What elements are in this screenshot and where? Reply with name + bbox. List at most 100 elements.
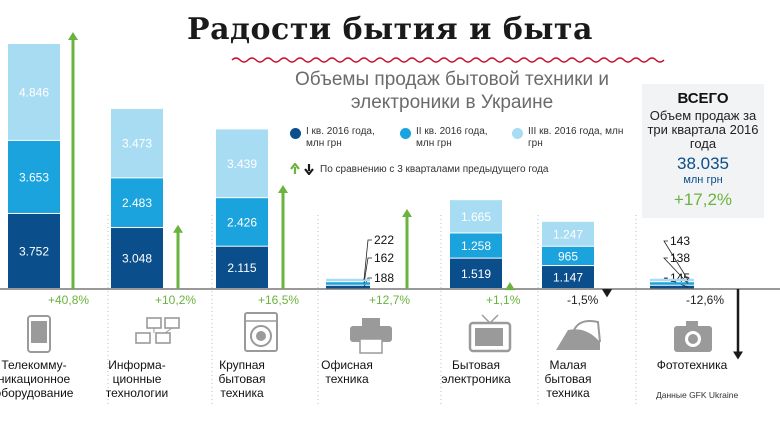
change-arrowhead-up: [68, 31, 78, 40]
legend-label-q1: I кв. 2016 года, млн грн: [306, 126, 375, 149]
printer-icon: [350, 318, 392, 354]
computer-network-icon-part: [135, 332, 151, 344]
computer-network-icon-part: [155, 332, 171, 344]
computer-network-icon-part: [164, 327, 173, 334]
category-label-line: Офисная: [321, 358, 373, 372]
category-label: Офисная техника: [292, 358, 402, 386]
printer-icon-part: [350, 326, 392, 342]
category-label: Малая бытовая техника: [513, 358, 623, 400]
category-label-line: Малая: [549, 358, 587, 372]
bar-segment-3: [450, 200, 502, 233]
category-label-line: электроника: [441, 372, 511, 386]
tv-icon-part: [468, 321, 512, 353]
computer-network-icon: [135, 317, 180, 344]
bar-value-label: 965: [558, 249, 578, 263]
total-title: ВСЕГО: [677, 90, 729, 107]
bar-segment-2: [8, 140, 60, 213]
bar-segment-3: [542, 221, 594, 246]
chart-title: Объемы продаж бытовой техники и электрон…: [294, 69, 610, 113]
change-percent-label: +40,8%: [48, 293, 90, 307]
category-label-line: техника: [546, 386, 590, 400]
bar-value-label: 143: [670, 234, 690, 248]
legend-change-note: По сравнению с 3 кварталами предыдущего …: [290, 163, 548, 175]
camera-icon-part: [686, 321, 698, 327]
camera-icon-part: [688, 334, 698, 344]
total-value: 38.035: [677, 154, 729, 173]
bar-value-label: 3.439: [227, 157, 257, 171]
source-note: Данные GFK Ukraine: [656, 390, 739, 400]
category-label: Фототехника: [637, 358, 747, 372]
bar-value-label: 188: [374, 271, 394, 285]
bar-value-label: 145: [670, 271, 690, 285]
legend-item-q3: III кв. 2016 года, млн грн: [512, 126, 638, 150]
bar-segment-3: [8, 43, 60, 140]
category-label: Информа-ционные технологии: [82, 358, 192, 400]
washing-machine-icon-part: [250, 325, 272, 347]
change-percent-label: +16,5%: [258, 293, 300, 307]
bar-segment-3: [111, 108, 163, 178]
category-label-line: бытовая: [218, 372, 266, 386]
mobile-phone-icon: [27, 315, 51, 353]
total-growth: +17,2%: [673, 190, 733, 209]
page-headline: Радости бытия и быта: [187, 12, 593, 47]
bar-value-label: 1.247: [553, 227, 583, 241]
category-label-line: Крупная: [219, 358, 265, 372]
category-label-line: Телекомму-: [1, 358, 67, 372]
bar-value-label: 222: [374, 233, 394, 247]
legend-swatch-q1: [290, 128, 301, 139]
category-label-line: технологии: [105, 386, 169, 400]
mobile-phone-icon-part: [27, 315, 51, 353]
change-arrowhead-up: [505, 282, 515, 291]
mobile-phone-icon-part: [31, 321, 47, 343]
legend-label-q3: III кв. 2016 года, млн грн: [528, 126, 624, 149]
change-percent-label: +12,7%: [369, 293, 411, 307]
category-label-line: Информа-: [108, 358, 166, 372]
washing-machine-icon-part: [244, 312, 278, 352]
tv-icon-part: [475, 328, 503, 346]
printer-icon-part: [362, 318, 380, 326]
bar-value-label: 2.426: [227, 215, 257, 229]
category-label-line: оборудование: [0, 386, 74, 400]
bar-segment-1: [111, 228, 163, 288]
change-percent-label: +1,1%: [486, 293, 521, 307]
category-label-line: бытовая: [544, 372, 592, 386]
category-label-line: Фототехника: [656, 358, 728, 372]
legend-label-q2: II кв. 2016 года, млн грн: [416, 126, 488, 149]
bar-segment-1: [450, 258, 502, 288]
total-unit: млн грн: [683, 174, 723, 186]
bar-segment-2: [216, 198, 268, 246]
leader-line: [663, 240, 689, 281]
tv-icon-part: [489, 314, 499, 324]
legend-item-q1: I кв. 2016 года, млн грн: [290, 126, 386, 150]
bar-segment-1: [542, 266, 594, 288]
printer-icon-part: [359, 338, 383, 354]
category-label: Крупная бытовая техника: [187, 358, 297, 400]
change-percent-label: +10,2%: [155, 293, 197, 307]
bar-value-label: 3.473: [122, 137, 152, 151]
leader-line: [663, 257, 689, 284]
bar-value-label: 2.483: [122, 196, 152, 210]
category-label: Телекомму-никационное оборудование: [0, 358, 89, 400]
change-arrowhead-up: [278, 185, 288, 194]
bar-value-label: 1.519: [461, 267, 491, 281]
up-down-arrows-icon: [290, 163, 314, 175]
change-arrowhead-down: [733, 351, 743, 360]
bar-value-label: 1.147: [553, 271, 583, 285]
leader-line: [363, 239, 372, 281]
tv-icon: [468, 314, 512, 353]
leader-line: [363, 257, 372, 284]
computer-network-icon-part: [164, 317, 180, 329]
title-underline-wave: [231, 57, 665, 63]
bar-segment-1: [216, 246, 268, 288]
washing-machine-icon: [244, 312, 278, 352]
iron-icon: [556, 320, 601, 350]
iron-icon-part: [556, 329, 600, 350]
tv-icon-part: [481, 314, 491, 324]
bar-segment-1: [8, 213, 60, 288]
bar-segment-2: [111, 178, 163, 228]
iron-icon-part: [573, 320, 601, 343]
total-summary-box: ВСЕГО Объем продаж за три квартала 2016 …: [642, 84, 764, 218]
category-label-line: ционные: [112, 372, 162, 386]
washing-machine-icon-part: [256, 331, 266, 341]
